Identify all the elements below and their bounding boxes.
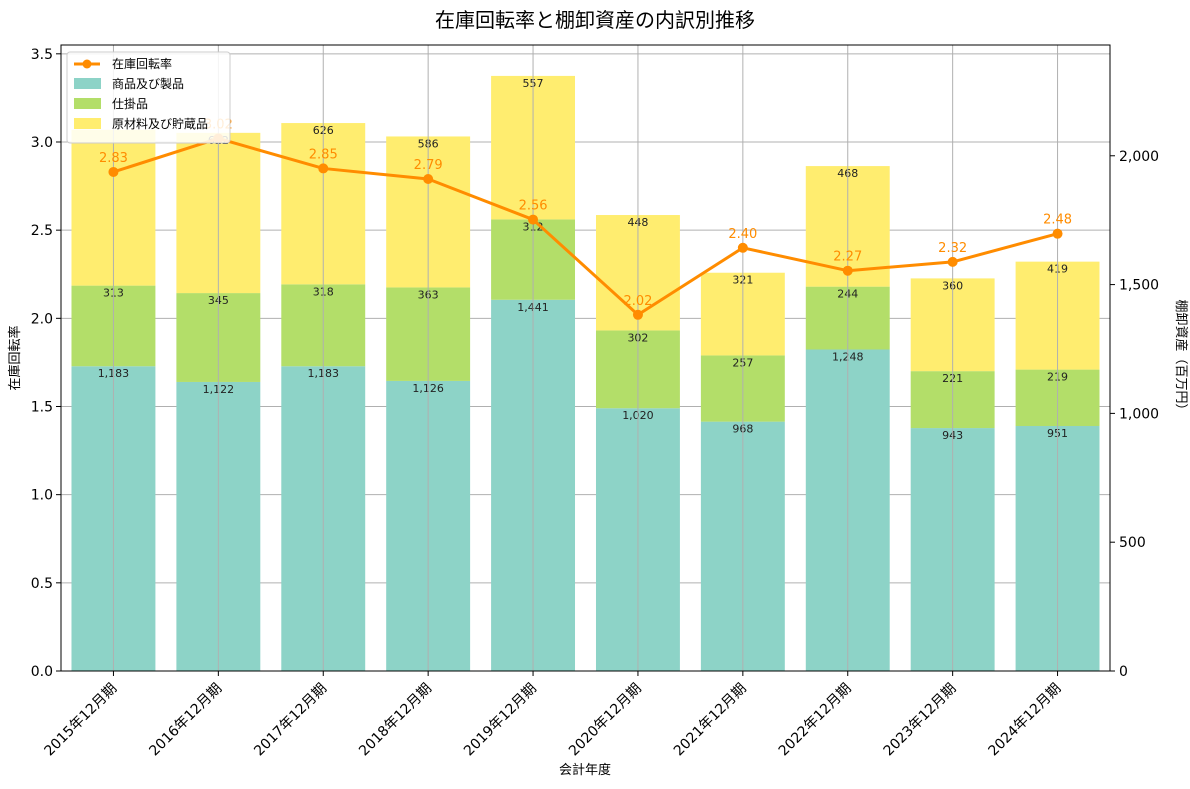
turnover-label: 2.85: [309, 147, 338, 162]
turnover-point: [1052, 228, 1063, 239]
right-tick-label: 500: [1119, 535, 1146, 551]
turnover-label: 2.56: [519, 199, 548, 214]
left-tick-label: 2.5: [31, 223, 53, 239]
legend-label-wip: 仕掛品: [112, 96, 148, 111]
turnover-label: 2.48: [1043, 213, 1072, 228]
turnover-label: 2.32: [938, 241, 967, 256]
right-axis-label: 棚卸資産（百万円）: [1173, 299, 1189, 416]
plot-frame: [60, 44, 1111, 672]
legend-entry-materials: 原材料及び貯蔵品: [74, 117, 208, 131]
x-tick-label: 2024年12月期: [986, 681, 1065, 760]
x-tick-label: 2018年12月期: [356, 681, 435, 760]
legend-swatch-wip: [74, 98, 101, 109]
x-tick-label: 2016年12月期: [146, 681, 225, 760]
right-tick-label: 1,000: [1119, 406, 1159, 422]
left-tick-label: 0.0: [31, 664, 53, 680]
x-tick-label: 2021年12月期: [671, 681, 750, 760]
left-axis-label: 在庫回転率: [7, 325, 23, 390]
right-tick-label: 1,500: [1119, 278, 1159, 294]
turnover-point: [528, 214, 539, 225]
turnover-line: [112, 136, 1058, 317]
turnover-point: [632, 309, 643, 320]
turnover-point: [318, 163, 329, 174]
x-tick-label: 2023年12月期: [881, 681, 960, 760]
turnover-point: [947, 256, 958, 267]
x-tick-label: 2015年12月期: [41, 681, 120, 760]
chart-title: 在庫回転率と棚卸資産の内訳別推移: [435, 8, 755, 32]
left-tick-label: 0.5: [31, 576, 53, 592]
legend-rate-marker: [82, 59, 92, 69]
turnover-label: 2.83: [99, 151, 128, 166]
legend-entry-products: 商品及び製品: [74, 76, 184, 91]
left-tick-label: 1.5: [31, 399, 53, 415]
x-axis-ticks: 2015年12月期 2016年12月期 2017年12月期 2018年12月期 2019…: [41, 671, 1064, 759]
turnover-label: 2.79: [414, 158, 443, 173]
left-axis-ticks: 0.0 0.5 1.0 1.5 2.0 2.5 3.0 3.5: [31, 47, 61, 680]
left-tick-label: 2.0: [31, 311, 53, 327]
left-tick-label: 3.5: [31, 47, 53, 63]
turnover-point: [737, 242, 748, 253]
x-tick-label: 2020年12月期: [566, 681, 645, 760]
x-tick-label: 2017年12月期: [251, 681, 330, 760]
legend-swatch-products: [74, 78, 101, 89]
left-tick-label: 1.0: [31, 488, 53, 504]
turnover-label: 2.40: [728, 227, 757, 242]
x-tick-label: 2022年12月期: [776, 681, 855, 760]
left-tick-label: 3.0: [31, 135, 53, 151]
right-axis-ticks: 0 500 1,000 1,500 2,000: [1110, 149, 1159, 680]
turnover-point: [423, 174, 434, 185]
right-tick-label: 2,000: [1119, 149, 1159, 165]
legend-swatch-materials: [74, 118, 101, 129]
legend-entry-wip: 仕掛品: [74, 96, 148, 111]
legend-label-products: 商品及び製品: [112, 76, 184, 91]
legend-entry-rate: 在庫回転率: [74, 56, 172, 71]
turnover-point: [108, 166, 119, 177]
right-tick-label: 0: [1119, 664, 1128, 680]
turnover-point: [842, 265, 853, 276]
legend-label-rate: 在庫回転率: [112, 56, 172, 71]
turnover-label: 2.02: [623, 294, 652, 309]
x-tick-label: 2019年12月期: [461, 681, 540, 760]
turnover-label: 2.27: [833, 250, 862, 265]
legend: 在庫回転率 商品及び製品 仕掛品 原材料及び貯蔵品: [66, 51, 231, 144]
legend-label-materials: 原材料及び貯蔵品: [112, 117, 208, 131]
legend-box: [66, 51, 231, 144]
x-axis-label: 会計年度: [559, 762, 611, 778]
